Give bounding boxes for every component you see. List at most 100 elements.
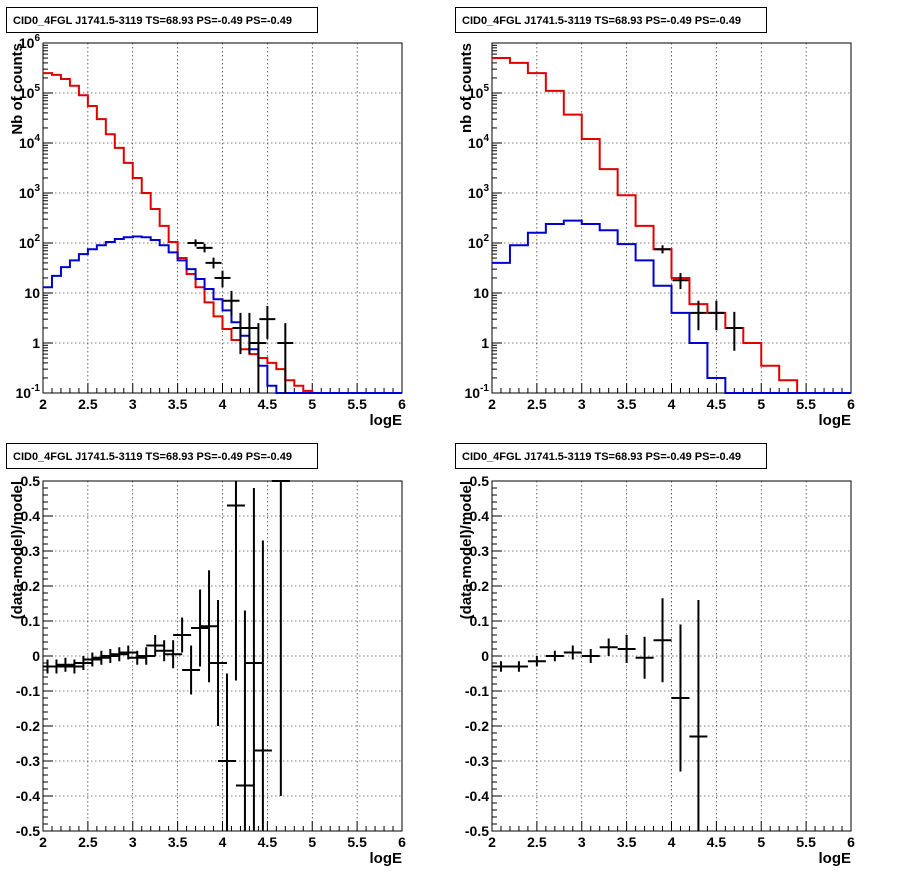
histogram-line bbox=[43, 235, 402, 394]
data-point bbox=[191, 589, 210, 667]
x-tick-label: 3 bbox=[129, 396, 137, 412]
plot-title: CID0_4FGL J1741.5-3119 TS=68.93 PS=-0.49… bbox=[6, 443, 318, 469]
plot-title: CID0_4FGL J1741.5-3119 TS=68.93 PS=-0.49… bbox=[455, 443, 767, 469]
residual-chart: 2 2.5 3 3.5 4 4.5 5 5.5 6 -0.5 -0.4 -0.3 -0.2 -0.1 0 0.… bbox=[458, 473, 855, 867]
data-point bbox=[47, 659, 66, 674]
data-point bbox=[164, 640, 183, 669]
counts-chart: 2 2.5 3 3.5 4 4.5 5 5.5 6 10-1 1 10 102 103 104 105 logE… bbox=[458, 42, 855, 429]
y-tick-label: 103 bbox=[468, 183, 490, 201]
data-point bbox=[226, 481, 245, 681]
x-tick-label: 2.5 bbox=[78, 834, 98, 850]
series-2 bbox=[187, 239, 294, 393]
y-tick-label: 0.4 bbox=[470, 508, 490, 524]
x-tick-label: 5.5 bbox=[796, 834, 816, 850]
data-point bbox=[492, 661, 510, 672]
data-point bbox=[599, 638, 618, 656]
histogram-line bbox=[492, 219, 851, 394]
y-axis: 10-1 1 10 102 103 104 105 106 bbox=[16, 33, 53, 401]
data-point bbox=[244, 488, 263, 831]
x-tick-label: 5 bbox=[757, 834, 765, 850]
data-point bbox=[196, 243, 213, 253]
data-point bbox=[214, 270, 231, 288]
y-tick-label: -0.3 bbox=[465, 753, 489, 769]
y-tick-label: 0.3 bbox=[21, 543, 41, 559]
y-tick-label: 1 bbox=[481, 335, 489, 351]
data-point bbox=[146, 635, 165, 656]
y-tick-label: -0.5 bbox=[16, 823, 40, 839]
data-point bbox=[654, 245, 671, 254]
data-point bbox=[509, 661, 528, 672]
y-tick-label: -0.1 bbox=[465, 683, 489, 699]
data-point bbox=[635, 636, 654, 679]
data-point bbox=[563, 645, 582, 660]
y-tick-label: -0.1 bbox=[16, 683, 40, 699]
x-axis: 2 2.5 3 3.5 4 4.5 5 5.5 6 bbox=[488, 821, 855, 850]
x-tick-label: 2.5 bbox=[527, 396, 547, 412]
y-axis-title: (data-model)/model bbox=[458, 481, 475, 619]
x-axis: 2 2.5 3 3.5 4 4.5 5 5.5 6 bbox=[39, 821, 406, 850]
x-tick-label: 2 bbox=[39, 396, 47, 412]
x-tick-label: 5.5 bbox=[347, 396, 367, 412]
series-1 bbox=[43, 235, 402, 394]
data-point bbox=[232, 312, 249, 355]
data-point bbox=[56, 657, 75, 672]
x-tick-label: 6 bbox=[398, 396, 406, 412]
x-tick-label: 5.5 bbox=[347, 834, 367, 850]
histogram-line bbox=[43, 72, 402, 394]
x-tick-label: 4.5 bbox=[707, 396, 727, 412]
y-tick-label: -0.5 bbox=[465, 823, 489, 839]
data-point bbox=[250, 323, 267, 393]
y-tick-label: 102 bbox=[19, 233, 41, 251]
data-point bbox=[74, 656, 93, 670]
data-point bbox=[726, 311, 743, 351]
x-tick-label: 5 bbox=[308, 834, 316, 850]
series-2 bbox=[654, 245, 743, 351]
data-point bbox=[277, 323, 294, 393]
data-point bbox=[581, 649, 600, 663]
plot-title: CID0_4FGL J1741.5-3119 TS=68.93 PS=-0.49… bbox=[6, 7, 318, 33]
x-tick-label: 3.5 bbox=[168, 834, 188, 850]
series-1 bbox=[492, 219, 851, 394]
data-point bbox=[527, 656, 546, 667]
data-point bbox=[209, 600, 228, 726]
y-tick-label: 103 bbox=[19, 183, 41, 201]
y-tick-label: 0.2 bbox=[21, 578, 41, 594]
data-point bbox=[200, 570, 219, 683]
x-tick-label: 4.5 bbox=[258, 834, 278, 850]
data-point bbox=[235, 610, 254, 831]
series-0 bbox=[492, 598, 708, 831]
data-point bbox=[545, 650, 564, 662]
x-tick-label: 5 bbox=[757, 396, 765, 412]
data-point bbox=[653, 598, 672, 683]
y-tick-label: 105 bbox=[19, 83, 41, 101]
y-tick-label: -0.2 bbox=[465, 718, 489, 734]
x-tick-label: 3 bbox=[578, 396, 586, 412]
y-tick-label: 10-1 bbox=[16, 383, 41, 401]
plot-panel-bottom-left: CID0_4FGL J1741.5-3119 TS=68.93 PS=-0.49… bbox=[0, 437, 449, 875]
x-tick-label: 6 bbox=[398, 834, 406, 850]
grid bbox=[43, 43, 402, 393]
x-axis: 2 2.5 3 3.5 4 4.5 5 5.5 6 bbox=[488, 383, 855, 412]
data-point bbox=[92, 650, 111, 665]
data-point bbox=[253, 540, 272, 831]
x-axis-title: logE bbox=[370, 412, 403, 429]
y-tick-label: 102 bbox=[468, 233, 490, 251]
x-tick-label: 6 bbox=[847, 396, 855, 412]
data-point bbox=[617, 635, 636, 663]
x-tick-label: 2.5 bbox=[78, 396, 98, 412]
y-tick-label: -0.4 bbox=[16, 788, 40, 804]
y-tick-label: 10 bbox=[473, 285, 489, 301]
x-axis-title: logE bbox=[370, 850, 403, 867]
data-point bbox=[241, 312, 258, 355]
data-point bbox=[689, 600, 708, 831]
residual-chart: 2 2.5 3 3.5 4 4.5 5 5.5 6 -0.5 -0.4 -0.3 -0.2 -0.1 0 0.… bbox=[9, 473, 406, 867]
plot-panel-bottom-right: CID0_4FGL J1741.5-3119 TS=68.93 PS=-0.49… bbox=[449, 437, 898, 875]
grid bbox=[43, 481, 402, 831]
y-axis-title: Nb of counts bbox=[9, 43, 26, 135]
data-point bbox=[65, 659, 84, 674]
y-tick-label: 0.1 bbox=[21, 613, 41, 629]
x-tick-label: 2 bbox=[488, 834, 496, 850]
y-tick-label: -0.2 bbox=[16, 718, 40, 734]
y-tick-label: 106 bbox=[19, 33, 41, 51]
x-tick-label: 3.5 bbox=[168, 396, 188, 412]
